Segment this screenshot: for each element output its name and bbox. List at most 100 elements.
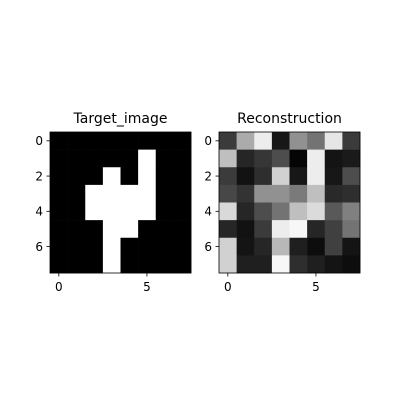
image-cell (138, 255, 157, 274)
x-tick-label: 0 (224, 280, 232, 294)
image-cell (50, 237, 68, 256)
axes-frame (218, 131, 361, 274)
image-cell (120, 220, 139, 239)
image-cell (173, 220, 192, 239)
panel-title: Reconstruction (237, 111, 342, 127)
image-cell (138, 149, 157, 168)
image-cell (120, 149, 139, 168)
image-cell (271, 237, 290, 256)
image-cell (67, 255, 86, 274)
image-cell (85, 237, 104, 256)
image-cell (85, 255, 104, 274)
y-tick-label: 4 (35, 205, 43, 219)
y-tick-label: 2 (35, 169, 43, 183)
image-cell (289, 220, 308, 239)
image-cell (85, 202, 104, 221)
image-cell (271, 149, 290, 168)
image-cell (236, 220, 255, 239)
y-tick-label: 4 (204, 205, 212, 219)
image-cell (85, 149, 104, 168)
panel-1: Target_image 0 5 0 2 4 6 (35, 111, 192, 294)
image-cell (50, 149, 68, 168)
image-cell (50, 132, 68, 150)
image-cell (173, 132, 192, 150)
image-cell (236, 132, 255, 150)
image-cell (155, 255, 174, 274)
image-cell (271, 184, 290, 203)
y-tick-label: 2 (204, 169, 212, 183)
image-cell (155, 237, 174, 256)
image-cell (85, 220, 104, 239)
image-cell (271, 220, 290, 239)
image-cell (173, 255, 192, 274)
image-cell (67, 202, 86, 221)
image-cell (120, 184, 139, 203)
image-cell (254, 149, 273, 168)
image-cell (254, 132, 273, 150)
y-tick-label: 6 (35, 240, 43, 254)
image-cell (138, 220, 157, 239)
image-cell (138, 167, 157, 186)
image-cell (324, 132, 343, 150)
image-cell (324, 237, 343, 256)
image-cell (307, 237, 326, 256)
image-cell (173, 167, 192, 186)
image-cell (236, 237, 255, 256)
image-cell (219, 149, 237, 168)
image-cell (173, 202, 192, 221)
image-cell (102, 149, 121, 168)
x-tick-label: 5 (312, 280, 320, 294)
image-cell (102, 220, 121, 239)
image-cell (120, 132, 139, 150)
image-cell (307, 167, 326, 186)
image-cell (138, 132, 157, 150)
image-cell (50, 255, 68, 274)
image-cell (138, 237, 157, 256)
image-cell (120, 202, 139, 221)
image-cell (324, 255, 343, 274)
image-cell (324, 167, 343, 186)
image-cell (102, 237, 121, 256)
y-tick-label: 0 (204, 134, 212, 148)
image-cell (67, 149, 86, 168)
image-cell (289, 237, 308, 256)
image-cell (219, 220, 237, 239)
image-cell (67, 220, 86, 239)
image-cell (307, 255, 326, 274)
image-cell (236, 255, 255, 274)
image-cell (50, 167, 68, 186)
image-cell (102, 167, 121, 186)
image-cell (289, 149, 308, 168)
y-tick-label: 0 (35, 134, 43, 148)
image-cell (219, 202, 237, 221)
image-cell (219, 237, 237, 256)
image-cell (173, 184, 192, 203)
image-cell (289, 184, 308, 203)
image-cell (342, 255, 361, 274)
image-cell (219, 167, 237, 186)
image-cell (173, 237, 192, 256)
image-cell (324, 149, 343, 168)
image-cell (138, 202, 157, 221)
image-cell (236, 149, 255, 168)
image-cell (155, 202, 174, 221)
image-cell (102, 184, 121, 203)
image-cell (50, 220, 68, 239)
image-cell (254, 220, 273, 239)
image-cell (254, 167, 273, 186)
panel-2: Reconstruction 0 5 0 2 4 6 (204, 111, 361, 294)
image-cell (289, 255, 308, 274)
image-cell (155, 149, 174, 168)
image-cell (254, 255, 273, 274)
image-cell (254, 184, 273, 203)
image-cell (219, 132, 237, 150)
image-cell (102, 255, 121, 274)
image-cell (67, 184, 86, 203)
image-cell (342, 184, 361, 203)
image-cell (324, 202, 343, 221)
image-cell (155, 132, 174, 150)
image-cell (271, 167, 290, 186)
image-cell (271, 132, 290, 150)
image-cell (342, 132, 361, 150)
